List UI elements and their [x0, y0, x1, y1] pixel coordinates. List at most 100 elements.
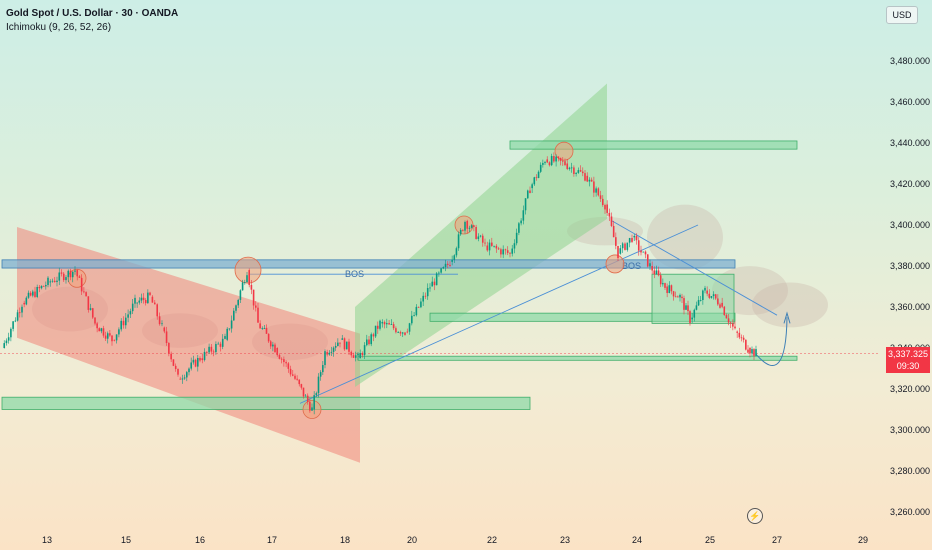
indicator-label[interactable]: Ichimoku (9, 26, 52, 26)	[6, 22, 112, 33]
candle-body-222	[495, 245, 498, 249]
candle-body-271	[604, 205, 606, 210]
candle-body-275	[612, 225, 615, 238]
candle-body-0	[3, 343, 6, 348]
candle-body-80	[181, 378, 184, 380]
y-tick-label-9: 3,300.000	[890, 425, 930, 435]
candle-body-196	[438, 272, 440, 274]
candle-body-154	[343, 338, 346, 350]
candle-body-311	[691, 317, 693, 320]
candle-body-254	[566, 163, 569, 169]
candle-body-133	[298, 379, 301, 385]
y-tick-label-6: 3,360.000	[890, 302, 930, 312]
swing-top-23-circle	[554, 141, 574, 161]
candle-body-163	[363, 345, 366, 356]
candle-body-318	[706, 290, 708, 294]
candle-body-185	[413, 315, 415, 316]
candle-body-35	[80, 277, 83, 292]
candle-body-134	[300, 384, 303, 388]
candle-body-100	[226, 328, 228, 340]
candle-body-187	[417, 306, 420, 308]
candle-body-306	[681, 296, 683, 299]
candle-body-200	[446, 263, 449, 265]
rising-trendline	[299, 224, 699, 404]
candle-body-281	[626, 242, 629, 250]
y-tick-label-5: 3,380.000	[890, 261, 930, 271]
candle-body-139	[311, 407, 313, 411]
candle-body-174	[388, 323, 390, 325]
candle-body-277	[617, 245, 619, 259]
candle-body-262	[584, 173, 586, 181]
currency-badge[interactable]: USD	[886, 6, 918, 24]
candle-body-31	[71, 271, 74, 278]
candle-body-166	[370, 334, 372, 345]
candle-body-78	[177, 368, 179, 375]
candle-body-319	[708, 293, 711, 298]
candle-body-158	[352, 355, 355, 358]
candle-body-207	[462, 229, 464, 231]
candle-body-53	[120, 320, 122, 330]
candle-body-229	[511, 248, 514, 254]
candle-body-199	[444, 263, 447, 268]
candle-body-27	[62, 273, 65, 281]
candle-body-179	[399, 332, 402, 334]
candle-body-25	[58, 272, 61, 281]
candle-body-162	[361, 353, 364, 356]
candle-body-13	[32, 291, 34, 296]
candle-body-252	[561, 160, 564, 162]
candle-body-91	[206, 351, 208, 353]
candle-body-108	[244, 282, 246, 283]
x-tick-label-10: 27	[772, 535, 782, 545]
candle-body-99	[224, 336, 226, 339]
x-tick-label-0: 13	[42, 535, 52, 545]
candle-body-255	[568, 167, 571, 169]
candle-body-261	[581, 171, 584, 174]
candle-body-59	[134, 297, 136, 304]
candle-body-94	[212, 351, 215, 353]
candle-body-240	[535, 177, 538, 179]
x-tick-label-7: 23	[560, 535, 570, 545]
lightning-icon[interactable]: ⚡	[747, 508, 763, 524]
x-tick-label-9: 25	[705, 535, 715, 545]
current-price-value: 3,337.325	[887, 349, 929, 359]
candle-body-246	[548, 162, 551, 166]
candle-body-287	[640, 250, 642, 253]
candle-body-213	[475, 226, 477, 239]
candle-body-260	[579, 170, 582, 172]
candle-body-8	[21, 306, 23, 313]
candle-body-340	[753, 349, 755, 356]
candle-body-50	[113, 339, 116, 341]
candle-body-57	[129, 311, 132, 315]
candle-body-270	[601, 198, 604, 206]
candle-body-41	[94, 317, 96, 324]
candle-body-16	[38, 287, 41, 289]
candle-body-167	[372, 334, 375, 337]
candle-body-89	[201, 358, 204, 361]
candle-body-67	[151, 296, 154, 303]
candle-body-69	[156, 304, 158, 317]
candle-body-62	[140, 297, 143, 301]
x-tick-label-1: 15	[121, 535, 131, 545]
candle-body-144	[322, 365, 324, 373]
candle-body-204	[455, 248, 458, 256]
candle-body-101	[228, 328, 231, 330]
candle-body-216	[481, 235, 484, 243]
candle-body-136	[304, 395, 307, 397]
candle-body-329	[729, 322, 732, 324]
candle-body-173	[386, 323, 388, 325]
candle-body-104	[235, 305, 237, 311]
candle-body-286	[637, 240, 640, 251]
candle-body-206	[459, 229, 462, 235]
candle-body-39	[89, 308, 92, 310]
candle-body-198	[442, 267, 445, 269]
candle-body-124	[278, 355, 281, 359]
candle-body-249	[555, 156, 557, 162]
zone-mid-support	[429, 312, 736, 322]
candle-body-76	[172, 359, 175, 366]
candle-body-168	[374, 325, 377, 337]
candle-body-178	[397, 332, 399, 333]
candle-body-283	[631, 238, 633, 242]
candle-body-122	[274, 344, 276, 353]
candle-body-331	[734, 326, 736, 329]
